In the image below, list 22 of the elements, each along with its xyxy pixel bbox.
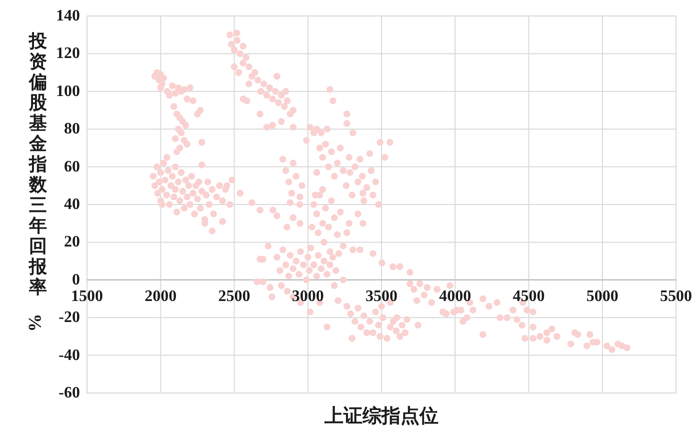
x-tick-label: 4500 xyxy=(512,288,545,305)
y-tick-label: 40 xyxy=(64,196,80,213)
x-tick-label: 5500 xyxy=(660,288,692,305)
y-tick-label: 140 xyxy=(56,8,80,24)
y-tick-label: 120 xyxy=(56,45,80,62)
y-tick-label: 0 xyxy=(72,271,80,288)
y-tick-label: -20 xyxy=(58,309,80,326)
x-tick-label: 2500 xyxy=(218,288,250,305)
y-tick-label: 20 xyxy=(64,234,80,251)
x-tick-label: 3500 xyxy=(366,288,398,305)
x-tick-label: 2000 xyxy=(144,288,177,305)
y-tick-label: -40 xyxy=(58,346,80,364)
x-tick-label: 3000 xyxy=(292,288,324,305)
x-tick-label: 4000 xyxy=(439,288,472,305)
x-tick-label: 5000 xyxy=(586,288,618,305)
y-tick-label: 60 xyxy=(64,158,80,176)
x-axis-title: 上证综指点位 xyxy=(324,406,438,427)
y-tick-label: -60 xyxy=(58,384,80,402)
y-axis-title: 投资偏股基金指数三年回报率% xyxy=(25,31,47,332)
y-tick-label: 80 xyxy=(64,120,80,138)
y-tick-label: 100 xyxy=(56,82,80,100)
x-tick-label: 1500 xyxy=(71,288,103,305)
